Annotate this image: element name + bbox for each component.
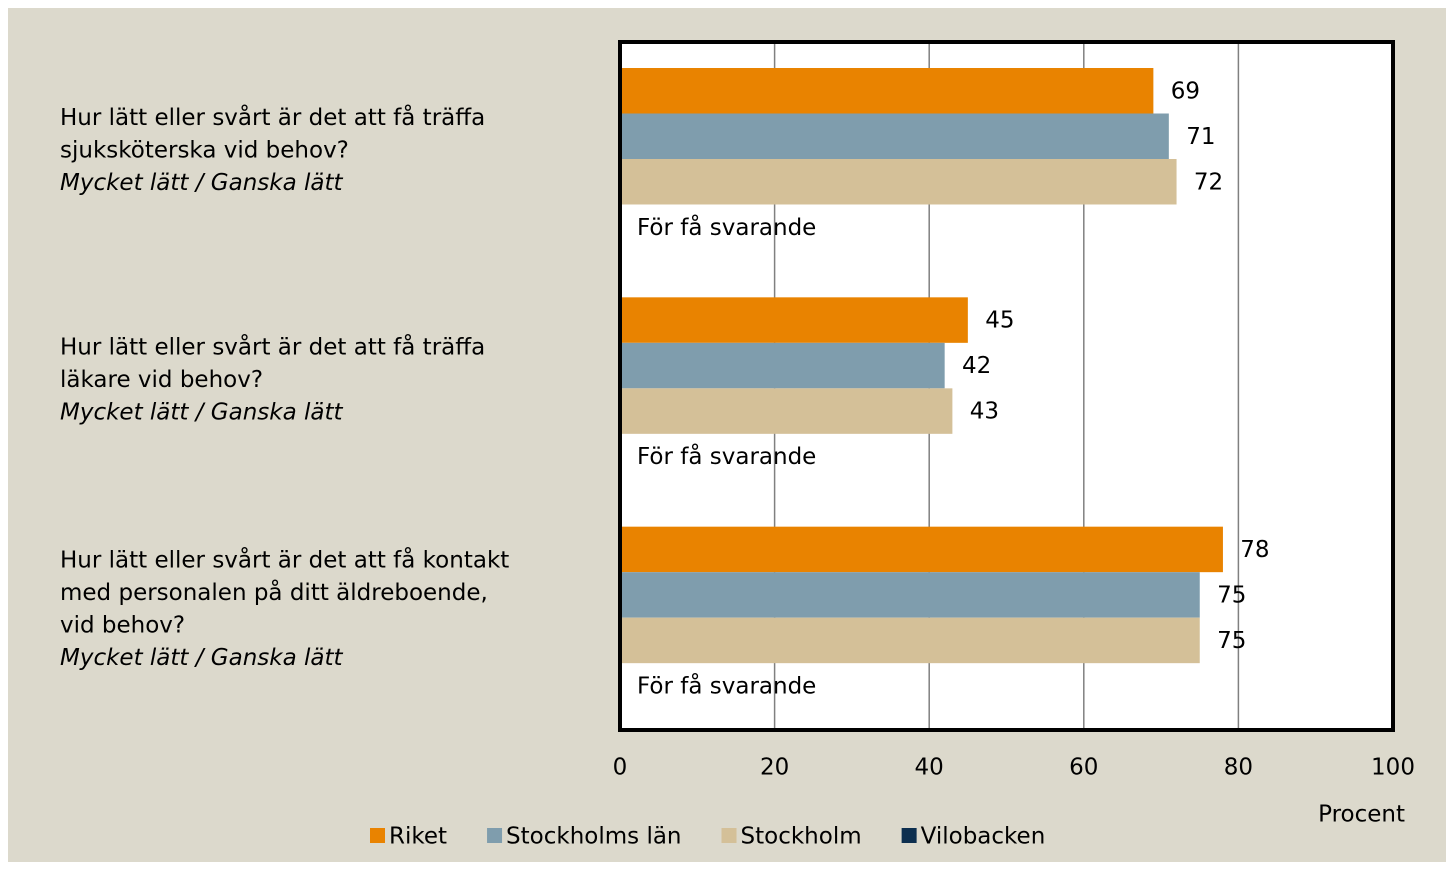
value-label: 45 [985, 308, 1014, 334]
category-label: Hur lätt eller svårt är det att få konta… [60, 545, 509, 573]
category-note: Mycket lätt / Ganska lätt [60, 170, 343, 196]
legend-swatch [487, 828, 503, 843]
category-label: Hur lätt eller svårt är det att få träff… [60, 332, 485, 360]
category-label: Hur lätt eller svårt är det att få träff… [60, 103, 485, 131]
legend-label: Vilobacken [921, 824, 1046, 850]
bar [620, 526, 1223, 573]
bar [620, 68, 1154, 114]
value-label: 71 [1186, 124, 1215, 150]
x-tick-label: 40 [915, 755, 944, 781]
category-label: med personalen på ditt äldreboende, [60, 578, 488, 606]
value-label: 42 [962, 353, 991, 379]
annotation: För få svarande [637, 442, 816, 470]
x-tick-label: 100 [1371, 755, 1415, 781]
bar [620, 159, 1177, 205]
annotation: För få svarande [637, 671, 816, 699]
bar [620, 617, 1200, 664]
value-label: 75 [1217, 628, 1246, 654]
value-label: 78 [1240, 537, 1269, 563]
legend-label: Stockholms län [506, 824, 681, 850]
legend-swatch [901, 828, 917, 843]
category-label: läkare vid behov? [60, 367, 263, 393]
bar [620, 342, 945, 389]
x-tick-label: 0 [613, 755, 628, 781]
value-label: 75 [1217, 582, 1246, 608]
category-label: vid behov? [60, 612, 185, 638]
x-tick-label: 20 [760, 755, 789, 781]
category-label: sjuksköterska vid behov? [60, 138, 349, 164]
legend-swatch [370, 828, 385, 843]
value-label: 72 [1194, 169, 1223, 195]
bar [620, 113, 1169, 159]
legend-label: Riket [389, 824, 447, 850]
bar [620, 572, 1200, 618]
category-note: Mycket lätt / Ganska lätt [60, 399, 343, 425]
bars [620, 68, 1223, 664]
bar [620, 297, 968, 343]
category-note: Mycket lätt / Ganska lätt [60, 645, 343, 671]
x-axis-label: Procent [1318, 802, 1405, 828]
value-label: 43 [970, 399, 999, 425]
plot-border [618, 40, 1395, 732]
legend-label: Stockholm [741, 824, 862, 850]
legend-swatch [721, 828, 737, 843]
x-tick-label: 60 [1069, 755, 1098, 781]
bar [620, 388, 953, 434]
x-tick-label: 80 [1224, 755, 1253, 781]
annotation: För få svarande [637, 213, 816, 241]
value-label: 69 [1171, 78, 1200, 104]
